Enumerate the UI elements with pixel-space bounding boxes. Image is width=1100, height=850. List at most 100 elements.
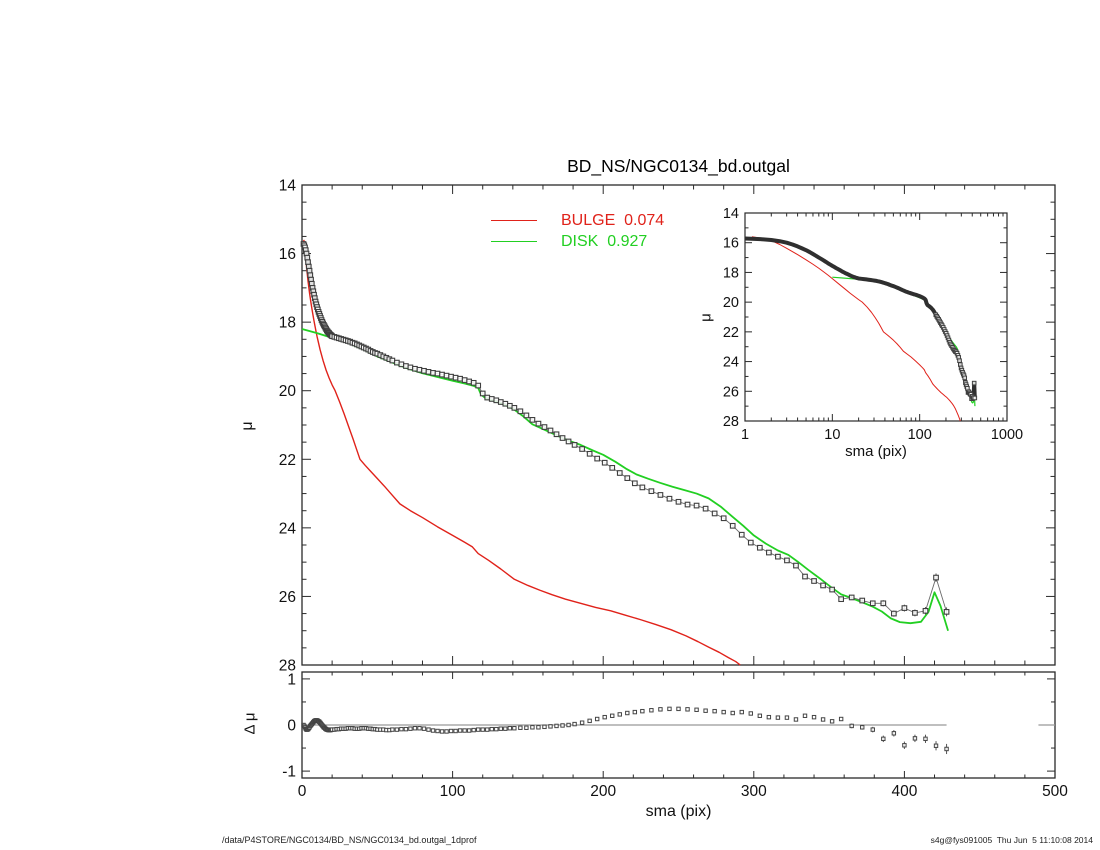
residual-point-square	[572, 721, 577, 727]
data-point-square	[434, 370, 441, 377]
data-point-square	[711, 510, 718, 517]
residual-point-square	[494, 726, 499, 732]
main-y-tick-label: 18	[279, 315, 296, 332]
residual-point-square	[453, 728, 458, 734]
residual-point-square	[579, 720, 585, 725]
bulge-line-swatch	[491, 220, 537, 221]
data-point-square	[571, 442, 578, 448]
data-point-square	[448, 373, 454, 380]
residual-point-square	[793, 717, 799, 722]
data-point-square	[802, 573, 808, 580]
data-point-square	[601, 459, 608, 466]
data-point-square	[720, 515, 727, 522]
inset-x-tick-label: 10	[824, 427, 840, 443]
data-point-square	[912, 610, 918, 616]
residual-point-square	[676, 706, 681, 712]
residual-point-square	[480, 727, 485, 732]
data-point-square	[559, 435, 566, 441]
data-point-square	[529, 417, 536, 423]
inset-x-tick-label: 100	[908, 427, 932, 443]
bulge-model-curve	[303, 239, 741, 666]
residual-point-square	[933, 743, 939, 748]
inset-x-tick-label: 1	[741, 427, 749, 443]
data-point-square	[541, 424, 548, 430]
data-point-square	[502, 400, 509, 407]
residual-point-square	[594, 716, 600, 722]
residual-y-tick-label: 0	[287, 718, 296, 735]
residual-point-square	[435, 728, 440, 734]
main-y-tick-label: 28	[279, 658, 296, 675]
residual-point-square	[394, 727, 400, 732]
data-point-square	[747, 539, 754, 546]
residual-point-square	[536, 725, 541, 730]
data-point-square	[793, 562, 799, 569]
residual-point-square	[566, 722, 571, 728]
disk-label: DISK	[561, 232, 599, 250]
residual-point-square	[820, 717, 826, 722]
main-y-axis-label: μ	[239, 421, 256, 431]
main-y-tick-label: 24	[279, 520, 297, 537]
data-point-square	[547, 427, 554, 434]
residual-point-square	[560, 723, 565, 728]
inset-y-tick-label: 18	[723, 265, 739, 281]
data-point-square	[461, 377, 468, 383]
data-point-square	[479, 390, 486, 397]
data-point-square	[594, 455, 601, 462]
data-point-square	[693, 502, 700, 509]
data-point-square	[586, 450, 593, 457]
data-point-square	[535, 420, 542, 427]
residual-point-square	[667, 706, 672, 712]
inset-data-square	[957, 358, 962, 363]
footer-user-timestamp: s4g@fys091005 Thu Jun 5 11:10:08 2014	[930, 835, 1093, 845]
residual-point-square	[390, 727, 395, 732]
data-point-square	[811, 578, 817, 584]
residual-point-square	[766, 714, 772, 720]
data-point-square	[675, 498, 682, 505]
residual-point-square	[912, 736, 918, 741]
residual-point-square	[849, 723, 854, 729]
data-point-square	[943, 609, 950, 615]
data-point-square	[880, 600, 887, 607]
residual-point-square	[902, 743, 907, 748]
residual-point-square	[860, 725, 865, 730]
data-point-square	[470, 379, 477, 386]
data-point-square	[829, 586, 835, 593]
residual-point-square	[457, 728, 463, 733]
data-point-square	[738, 531, 745, 538]
residual-point-square	[757, 713, 763, 718]
data-point-square	[488, 396, 495, 402]
residual-point-square	[426, 727, 431, 732]
residual-point-square	[703, 708, 708, 713]
residual-point-square	[730, 710, 735, 716]
main-y-tick-label: 16	[279, 246, 296, 263]
data-point-square	[493, 397, 500, 404]
residual-point-square	[554, 723, 559, 729]
data-point-square	[922, 607, 929, 614]
data-point-square	[848, 594, 855, 601]
data-point-square	[624, 475, 631, 481]
residual-point-square	[610, 713, 615, 718]
residual-point-square	[399, 726, 404, 732]
disk-value: 0.927	[607, 232, 648, 250]
data-point-square	[517, 408, 524, 415]
residual-point-square	[587, 718, 592, 724]
data-point-square	[838, 596, 844, 603]
data-point-square	[443, 372, 450, 379]
inset-data-square	[962, 375, 968, 381]
residual-point-square	[462, 728, 467, 733]
data-point-square	[766, 549, 772, 556]
data-point-square	[901, 605, 908, 611]
inset-y-tick-label: 24	[723, 355, 739, 371]
residual-point-square	[617, 712, 622, 717]
data-point-square	[579, 446, 585, 452]
inset-y-axis-label: μ	[697, 313, 715, 322]
data-point-square	[511, 405, 518, 411]
residual-point-square	[518, 725, 523, 730]
data-point-square	[412, 365, 418, 372]
residual-point-square	[838, 716, 844, 722]
residual-point-square	[685, 707, 690, 712]
data-point-square	[394, 359, 400, 366]
data-point-square	[416, 366, 423, 373]
main-y-tick-label: 20	[279, 383, 297, 400]
